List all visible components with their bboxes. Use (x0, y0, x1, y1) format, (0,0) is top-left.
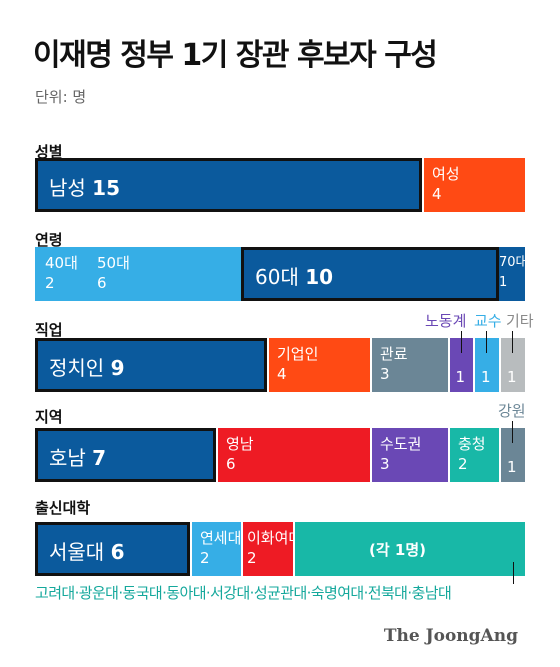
joongang-logo: The JoongAng (383, 626, 518, 646)
bar-1-label-0: 40대 2 (45, 254, 78, 292)
bar-4-label-1: 연세대 2 (200, 529, 242, 567)
unit-label: 단위: 명 (35, 88, 87, 106)
bar-3-segment-1 (216, 428, 370, 482)
bar-0-highlight-outline (35, 158, 422, 212)
bar-1-label-1: 50대 6 (97, 254, 130, 292)
bar-2-label-1: 기업인 4 (277, 345, 319, 383)
bar-4-group-label: (각 1명) (369, 541, 426, 559)
bar-3: 호남 7 영남 6 수도권 3 충청 2 1 (35, 428, 525, 482)
bar-4-highlight-outline (35, 522, 190, 576)
bar-3-label-2: 수도권 3 (380, 435, 422, 473)
bar-0: 남성 15 여성 4 (35, 158, 525, 212)
bar-3-value-4: 1 (507, 458, 517, 476)
bar-1-highlight-outline (241, 247, 499, 301)
bar-2-segment-2 (370, 338, 448, 392)
bar-1-segment-1 (87, 247, 241, 301)
bar-1-label-2: 60대 10 (255, 265, 334, 289)
bar-2-value-3: 1 (455, 368, 466, 386)
bar-2-segment-1 (267, 338, 370, 392)
chart-title: 이재명 정부 1기 장관 후보자 구성 (33, 38, 438, 73)
bar-2-tick-4 (486, 331, 487, 353)
bar-0-label-1: 여성 4 (432, 165, 460, 203)
bar-3-tick-4 (512, 421, 513, 443)
section-label-4: 출신대학 (35, 499, 91, 517)
univ-group-list: 고려대·광운대·동국대·동아대·서강대·성균관대·숙명여대·전북대·충남대 (35, 584, 452, 602)
bar-4-group-tick (513, 562, 514, 584)
bar-4-label-0: 서울대 6 (49, 540, 125, 564)
section-label-2: 직업 (35, 321, 63, 339)
bar-2-segment-0 (35, 338, 267, 392)
section-label-0: 성별 (35, 143, 63, 161)
bar-1-label-3: 70대 1 (499, 255, 528, 290)
bar-1: 40대 2 50대 6 60대 10 70대 1 (35, 247, 528, 301)
bar-3-external-label-4: 강원 (498, 402, 526, 420)
bar-2-segment-3 (448, 338, 473, 392)
bar-2: 정치인 9 기업인 4 관료 3 1 1 1 (35, 338, 525, 392)
bar-3-label-1: 영남 6 (226, 435, 254, 473)
bar-2-label-2: 관료 3 (380, 345, 408, 383)
bar-4-segment-1 (190, 522, 241, 576)
bar-4-segment-2 (241, 522, 293, 576)
bar-1-segment-3 (499, 247, 525, 301)
bar-4-label-2: 이화여대 2 (247, 529, 303, 567)
bar-2-external-label-4: 교수 (474, 312, 502, 330)
bar-3-label-0: 호남 7 (49, 446, 107, 470)
bar-2-highlight-outline (35, 338, 267, 392)
section-label-1: 연령 (35, 231, 63, 249)
bar-4-segment-0 (35, 522, 190, 576)
bar-3-label-3: 충청 2 (458, 435, 486, 473)
bar-3-segment-2 (370, 428, 448, 482)
bar-1-segment-2 (241, 247, 499, 301)
bar-2-label-0: 정치인 9 (49, 356, 125, 380)
bar-1-segment-0 (35, 247, 87, 301)
bar-3-segment-0 (35, 428, 216, 482)
bar-0-segment-1 (422, 158, 525, 212)
bar-0-segment-0 (35, 158, 422, 212)
bar-2-tick-3 (461, 331, 462, 353)
section-label-3: 지역 (35, 408, 63, 426)
bar-0-label-0: 남성 15 (49, 176, 121, 200)
bar-2-external-label-3: 노동계 (425, 312, 467, 330)
bar-3-highlight-outline (35, 428, 216, 482)
bar-2-value-4: 1 (481, 368, 491, 386)
bar-2-tick-5 (512, 331, 513, 353)
bar-3-segment-3 (448, 428, 499, 482)
bar-2-value-5: 1 (507, 368, 517, 386)
bar-2-external-label-5: 기타 (506, 312, 534, 330)
bar-4: 서울대 6 연세대 2 이화여대 2 (각 1명) (35, 522, 525, 576)
bar-4-group-segment (293, 522, 525, 576)
